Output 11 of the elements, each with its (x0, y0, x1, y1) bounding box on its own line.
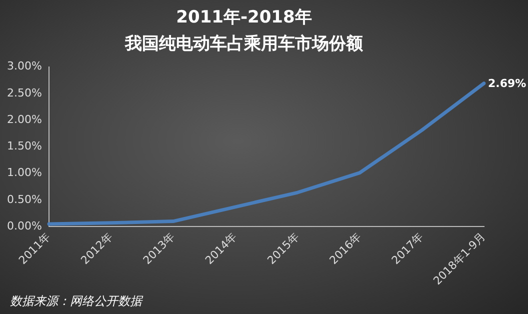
y-tick-label: 0.00% (6, 219, 42, 232)
data-label: 2.69% (488, 77, 526, 90)
y-tick-label: 3.00% (6, 60, 42, 73)
y-tick-label: 0.50% (6, 192, 42, 206)
source-note: 数据来源：网络公开数据 (10, 294, 144, 308)
y-tick-label: 1.50% (6, 140, 42, 153)
y-tick-label: 1.00% (6, 166, 42, 180)
y-tick-label: 2.00% (6, 112, 42, 126)
chart-subtitle: 我国纯电动车占乘用车市场份额 (124, 34, 364, 54)
chart-title: 2011年-2018年 (176, 8, 312, 28)
y-tick-label: 2.50% (6, 86, 42, 100)
